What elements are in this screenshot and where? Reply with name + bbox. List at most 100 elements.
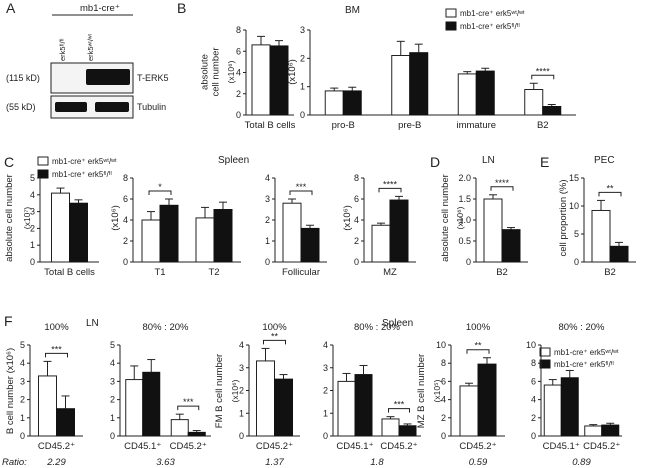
bar-fl bbox=[159, 204, 179, 263]
bar-fl bbox=[560, 377, 579, 437]
blot-lane-label-wt: erk5ʷᵗ/ʷᵗ bbox=[86, 33, 95, 61]
y-tick-label: 4 bbox=[20, 358, 25, 368]
y-tick-label: 2 bbox=[236, 89, 241, 99]
significance-label: ** bbox=[606, 183, 614, 193]
y-axis-title: (x10⁶) bbox=[342, 205, 353, 231]
chart-c1: 0 1 2 3 4 5 Total B cells absolute cell number (… bbox=[4, 173, 99, 278]
y-tick-label: 1 bbox=[300, 82, 305, 92]
bar-wt bbox=[256, 360, 275, 437]
chart-f3: 0 1 2 3 4 CD45.2⁺ ** FM B cell number (x10⁶) 100%… bbox=[214, 322, 300, 468]
y-tick-label: 5 bbox=[20, 340, 25, 350]
y-tick-label: 0 bbox=[574, 257, 579, 267]
bar-wt bbox=[170, 419, 189, 437]
y-axis-unit: (x10⁶) bbox=[455, 206, 465, 229]
y-tick-label: 6 bbox=[531, 376, 536, 386]
panel-letter-d: D bbox=[430, 154, 440, 170]
legend-label-wt: mb1-cre⁺ erk5ʷᵗ/ʷᵗ bbox=[52, 157, 117, 166]
chart-f2: 0 1 2 3 4 5 CD45.1⁺ CD45.2⁺ *** 80% : 20% 3.63 bbox=[110, 322, 211, 468]
y-tick-label: 1.0 bbox=[458, 215, 471, 225]
y-tick-label: 2 bbox=[323, 386, 328, 396]
y-tick-label: 2.0 bbox=[458, 173, 471, 183]
bar-fl bbox=[398, 425, 417, 437]
y-axis-unit: (x10⁷) bbox=[22, 207, 32, 230]
legend-label-fl: mb1-cre⁺ erk5ᶠˡ/ᶠˡ bbox=[460, 22, 520, 31]
y-tick-label: 4 bbox=[323, 340, 328, 350]
bar-fl bbox=[69, 202, 88, 263]
significance-bracket bbox=[598, 191, 622, 197]
bar-wt bbox=[381, 418, 400, 437]
y-tick-label: 4 bbox=[236, 68, 241, 78]
y-tick-label: 0 bbox=[441, 431, 446, 441]
y-axis-unit: (x10⁵) bbox=[432, 379, 442, 402]
significance-label: *** bbox=[394, 400, 405, 410]
x-tick-label: CD45.1⁺ bbox=[124, 441, 161, 452]
y-tick-label: 5 bbox=[30, 173, 35, 183]
bar-fl bbox=[274, 378, 293, 437]
y-tick-label: 4 bbox=[441, 395, 446, 405]
chimerism-header: 100% bbox=[262, 322, 287, 333]
bar-wt bbox=[457, 73, 477, 116]
chart-d: 0 0.5 1.0 1.5 2.0 B2 **** absolute cell number (… bbox=[440, 173, 528, 278]
y-tick-label: 5 bbox=[110, 340, 115, 350]
y-axis-title: FM B cell number bbox=[214, 354, 225, 428]
blot-erk5-band bbox=[86, 69, 130, 85]
bar-fl bbox=[354, 374, 373, 437]
blot-genotype-header: mb1-cre⁺ bbox=[80, 3, 120, 14]
x-tick-label: CD45.2⁺ bbox=[459, 441, 496, 452]
blot-tubulin-label: Tubulin bbox=[137, 102, 166, 112]
significance-bracket bbox=[466, 349, 490, 354]
chart-f4: 0 1 2 3 4 CD45.1⁺ CD45.2⁺ *** 80% : 20% 1.8 bbox=[323, 322, 421, 468]
bar-fl bbox=[142, 371, 161, 437]
legend-label-fl: mb1-cre⁺ erk5ᶠˡ/ᶠˡ bbox=[52, 170, 112, 179]
bar-fl bbox=[56, 408, 75, 437]
y-tick-label: 4 bbox=[265, 173, 270, 183]
chart-c4: 0 2 4 6 8 MZ **** (x10⁶) bbox=[342, 173, 416, 278]
x-tick-label: CD45.2⁺ bbox=[583, 441, 620, 452]
x-tick-label: Follicular bbox=[282, 267, 320, 278]
y-tick-label: 3 bbox=[30, 207, 35, 217]
ratio-value: 1.37 bbox=[265, 457, 284, 468]
blot-erk5-kd: (115 kD) bbox=[6, 73, 40, 83]
bar-wt bbox=[459, 385, 479, 437]
y-tick-label: 8 bbox=[531, 358, 536, 368]
bar-fl bbox=[542, 106, 562, 116]
significance-bracket bbox=[289, 190, 313, 195]
x-tick-label: CD45.1⁺ bbox=[543, 441, 580, 452]
y-tick-label: 0 bbox=[236, 110, 241, 120]
ratio-value: 2.29 bbox=[46, 457, 66, 468]
chimerism-header: 80% : 20% bbox=[559, 322, 605, 333]
bar-wt bbox=[524, 89, 544, 116]
x-tick-label: T2 bbox=[208, 267, 219, 278]
bar-wt bbox=[591, 209, 611, 263]
bar-wt bbox=[371, 224, 391, 263]
significance-label: *** bbox=[296, 182, 307, 192]
y-tick-label: 2 bbox=[354, 236, 359, 246]
y-tick-label: 3 bbox=[20, 376, 25, 386]
bar-fl bbox=[187, 431, 206, 437]
bar-fl bbox=[609, 245, 629, 263]
chimerism-header: 80% : 20% bbox=[143, 322, 189, 333]
bar-fl bbox=[409, 52, 429, 116]
chart-e: 0 5 10 15 B2 ** cell proportion (%) bbox=[558, 173, 636, 278]
y-tick-label: 4 bbox=[531, 395, 536, 405]
ratio-value: 0.59 bbox=[469, 457, 488, 468]
bar-fl bbox=[477, 363, 497, 437]
y-axis-unit: (x10⁶) bbox=[230, 379, 240, 402]
significance-bracket bbox=[148, 190, 172, 195]
chimerism-header: 80% : 20% bbox=[354, 322, 400, 333]
bar-wt bbox=[251, 44, 271, 116]
x-tick-label: MZ bbox=[383, 267, 397, 278]
x-tick-label: Total B cells bbox=[44, 267, 95, 278]
y-tick-label: 0 bbox=[30, 257, 35, 267]
bar-fl bbox=[213, 209, 233, 263]
significance-bracket bbox=[490, 186, 514, 191]
y-tick-label: 2 bbox=[531, 413, 536, 423]
x-tick-label: CD45.2⁺ bbox=[256, 441, 293, 452]
panel-letter-a: A bbox=[6, 0, 16, 16]
significance-bracket bbox=[263, 339, 286, 345]
y-tick-label: 2 bbox=[20, 395, 25, 405]
y-axis-title: absolute bbox=[200, 54, 211, 90]
chart-b2: 0 1 2 3 pro-B pre-B immature B2 **** (x10⁶) bbox=[287, 25, 576, 131]
y-tick-label: 2 bbox=[30, 223, 35, 233]
